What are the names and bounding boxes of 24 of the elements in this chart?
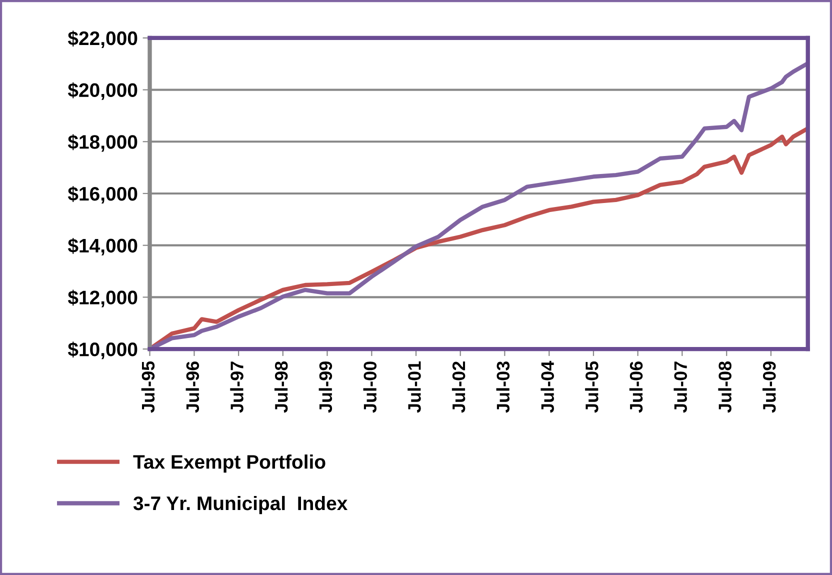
y-tick-label: $22,000 [68, 30, 138, 48]
x-tick-label: Jul-04 [540, 360, 554, 413]
x-tick-label: Jul-08 [718, 361, 732, 413]
x-tick-label: Jul-06 [629, 361, 643, 413]
legend-label: Tax Exempt Portfolio [133, 454, 326, 473]
x-tick-label: Jul-96 [186, 361, 200, 413]
x-tick-label: Jul-07 [674, 362, 687, 413]
y-tick-label: $14,000 [68, 238, 138, 256]
x-tick-label: Jul-99 [318, 361, 332, 413]
x-tick-label: Jul-97 [230, 362, 244, 413]
x-tick-label: Jul-09 [762, 361, 776, 413]
y-tick-label: $10,000 [68, 342, 138, 360]
x-tick-label: Jul-03 [496, 361, 510, 413]
y-tick-label: $12,000 [68, 290, 138, 308]
x-tick-label: Jul-95 [141, 361, 155, 413]
y-tick-label: $16,000 [68, 186, 138, 204]
y-tick-label: $18,000 [68, 134, 138, 152]
x-tick-label: Jul-01 [408, 361, 421, 413]
x-tick-label: Jul-05 [585, 361, 598, 413]
y-tick-label: $20,000 [68, 82, 138, 100]
x-tick-label: Jul-98 [274, 361, 288, 413]
x-tick-label: Jul-02 [452, 362, 466, 413]
x-tick-label: Jul-00 [363, 362, 377, 413]
legend-label: 3-7 Yr. Municipal Index [133, 496, 348, 514]
